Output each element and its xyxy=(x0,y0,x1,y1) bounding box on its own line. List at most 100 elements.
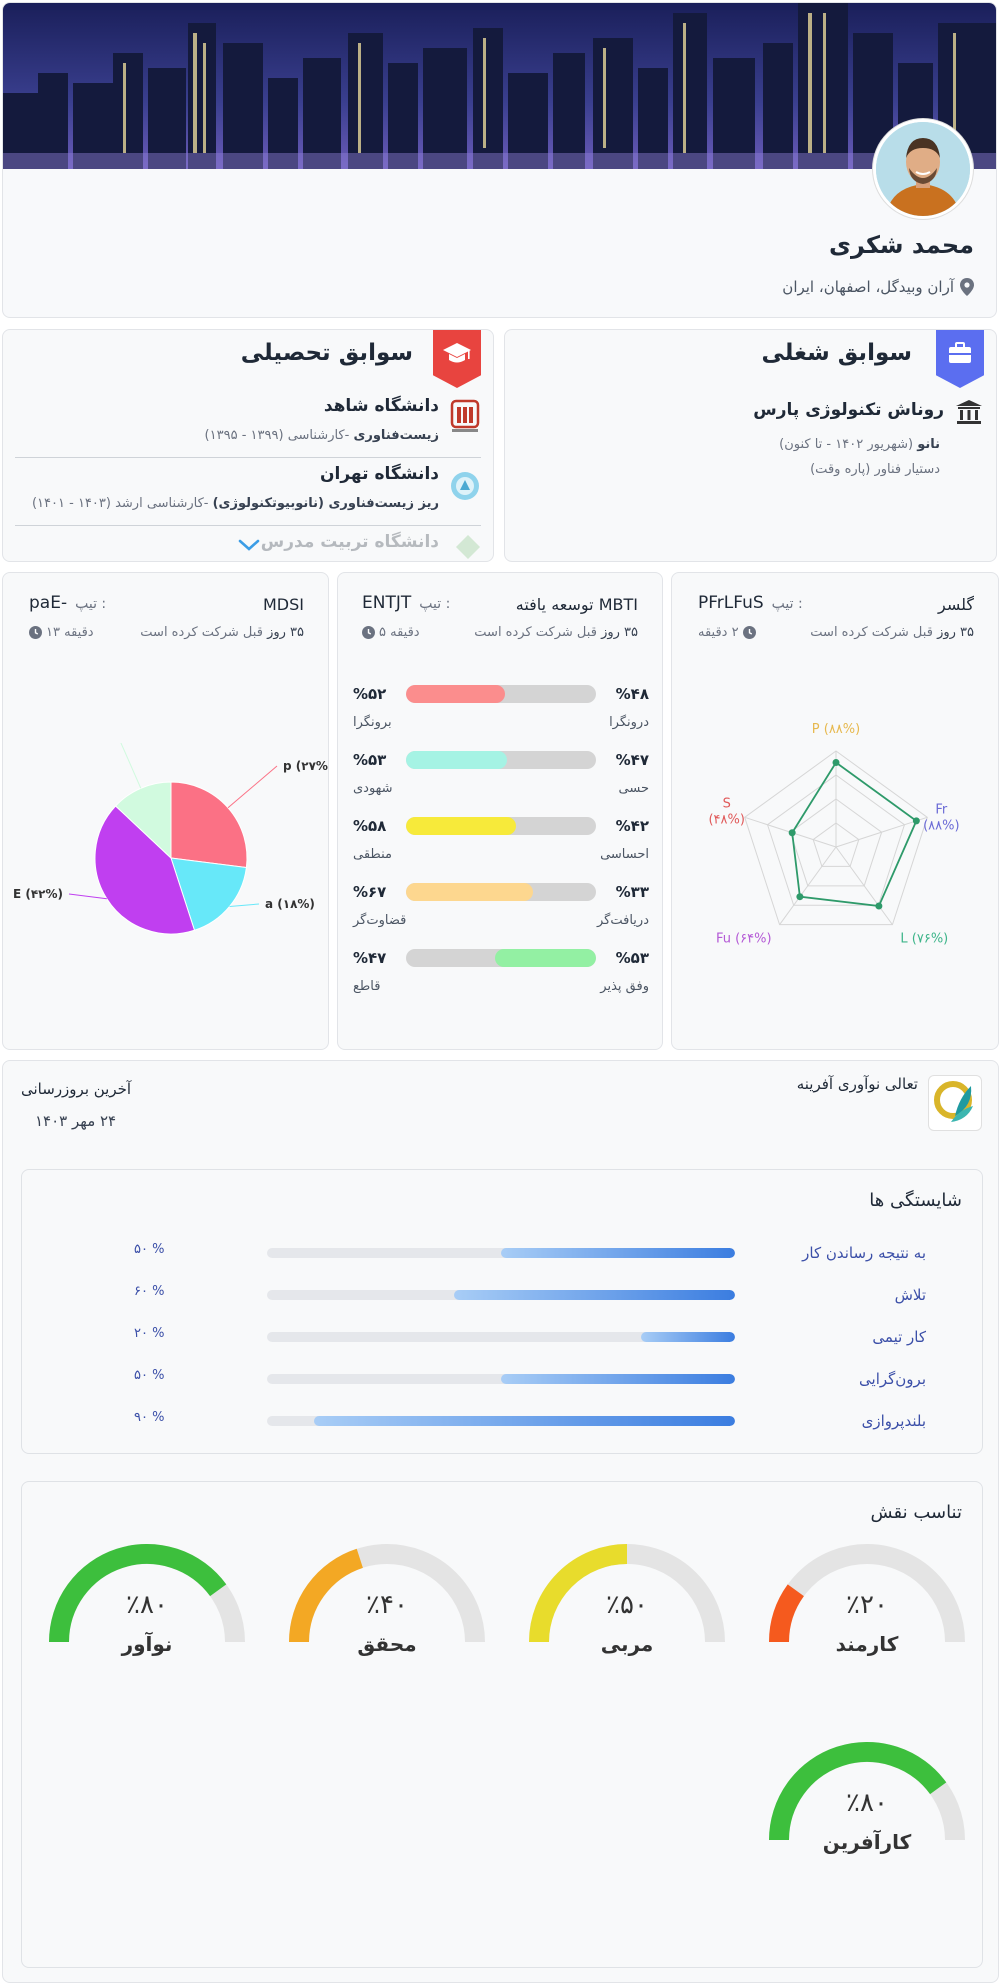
graduation-cap-icon xyxy=(443,343,471,363)
clock-icon xyxy=(29,626,42,639)
competency-bar-track xyxy=(267,1332,735,1342)
pie-leader-line xyxy=(68,893,107,900)
profile-name: محمد شکری xyxy=(829,231,974,259)
taken-days: ۳۵ روز xyxy=(937,625,974,640)
gauge-label: محقق xyxy=(357,1632,417,1656)
education-badge xyxy=(433,330,481,388)
mbti-left-pct: %۵۳ xyxy=(353,751,387,769)
competency-row: بلندپروازی ۹۰ % xyxy=(22,1408,984,1438)
pie-slice xyxy=(114,781,172,860)
mbti-row: %۳۳ %۶۷ دریافت‌گر قضاوت‌گر xyxy=(338,883,662,943)
radar-axis-value: (۶۴%) xyxy=(735,932,771,947)
gauge-percent: ٪۲۰ xyxy=(846,1590,888,1620)
gauge-fill xyxy=(769,1742,947,1841)
education-item: دانشگاه شاهد زیست‌فناوری -کارشناسی (۱۳۹۹… xyxy=(15,392,481,458)
test-duration: ۲ دقیقه xyxy=(698,625,756,640)
mbti-bar-fill xyxy=(406,883,534,901)
work-field: نانو xyxy=(917,437,940,452)
work-field-period: نانو (شهریور ۱۴۰۲ - تا کنون) xyxy=(779,437,940,452)
work-company: روناش تکنولوژی پارس xyxy=(753,400,944,420)
test-name: گلسر xyxy=(937,595,974,614)
location-text: آران وبیدگل، اصفهان، ایران xyxy=(782,278,954,296)
taken-days: ۳۵ روز xyxy=(601,625,638,640)
location-pin-icon xyxy=(960,278,974,296)
gauge-fill xyxy=(49,1544,227,1643)
gauge-percent: ٪۸۰ xyxy=(846,1788,888,1818)
role-gauges: ٪۲۰ کارمند ٪۵۰ مربی ٪۴۰ محقق ٪۸۰ نوآور ٪۸۰ کارآفر… xyxy=(22,1482,984,1969)
mbti-bar-fill xyxy=(406,685,505,703)
role-fit-panel: تناسب نقش ٪۲۰ کارمند ٪۵۰ مربی ٪۴۰ محقق ٪۸۰ نوآو… xyxy=(21,1481,983,1968)
gauge-arc xyxy=(769,1742,965,1841)
shahed-university-logo-icon xyxy=(450,399,480,432)
pie-slice-label: p (۲۷%) xyxy=(283,759,329,773)
test-taken: ۳۵ روز قبل شرکت کرده است xyxy=(140,625,304,640)
role-fit-title: تناسب نقش xyxy=(870,1502,962,1523)
competency-bar-track xyxy=(267,1374,735,1384)
competency-bar-track xyxy=(267,1290,735,1300)
education-university: دانشگاه شاهد xyxy=(323,396,439,416)
mbti-row: %۴۷ %۵۳ حسی شهودی xyxy=(338,751,662,811)
education-title: سوابق تحصیلی xyxy=(240,340,413,366)
mbti-bar-fill xyxy=(406,751,507,769)
competency-row: برون‌گرایی ۵۰ % xyxy=(22,1366,984,1396)
competency-row: به نتیجه رساندن کار ۵۰ % xyxy=(22,1240,984,1270)
company-results-card: تعالی نوآوری آفرینه آخرین بروزرسانی ۲۴ م… xyxy=(2,1060,999,1983)
pie-slice-label: E (۴۲%) xyxy=(13,887,63,901)
radar-point xyxy=(788,829,796,837)
mbti-bar-track xyxy=(406,817,596,835)
mbti-bar-fill xyxy=(495,949,596,967)
role-gauge: ٪۲۰ کارمند xyxy=(767,1542,967,1692)
mbti-bar-track xyxy=(406,883,596,901)
competency-label: تلاش xyxy=(894,1286,926,1304)
mbti-row: %۴۸ %۵۲ درونگرا برونگرا xyxy=(338,685,662,745)
taken-days: ۳۵ روز xyxy=(267,625,304,640)
test-duration: ۵ دقیقه xyxy=(362,625,420,640)
radar-axis-name: L xyxy=(900,932,911,947)
competency-label: برون‌گرایی xyxy=(859,1370,926,1388)
education-period: (۱۳۹۹ - ۱۳۹۵) xyxy=(204,428,284,443)
competency-bar-fill xyxy=(501,1374,735,1384)
competency-percent: ۹۰ % xyxy=(134,1410,165,1425)
competencies-title: شایستگی ها xyxy=(869,1190,962,1211)
radar-grid-ring xyxy=(766,774,906,906)
taken-text: قبل شرکت کرده است xyxy=(140,625,263,640)
radar-spoke xyxy=(779,846,837,925)
education-degree: -کارشناسی xyxy=(287,428,350,443)
type-label: تیپ : xyxy=(419,596,451,612)
competency-bar-fill xyxy=(313,1416,735,1426)
radar-axis-name: P xyxy=(812,723,824,737)
radar-point xyxy=(832,759,840,767)
test-name: MBTI توسعه یافته xyxy=(515,595,638,614)
competency-rows: به نتیجه رساندن کار ۵۰ % تلاش ۶۰ % کار تیمی ۲… xyxy=(22,1240,984,1440)
mbti-left-label: برونگرا xyxy=(353,715,392,730)
competency-row: کار تیمی ۲۰ % xyxy=(22,1324,984,1354)
competency-percent: ۵۰ % xyxy=(134,1368,165,1383)
competency-label: به نتیجه رساندن کار xyxy=(802,1244,926,1262)
clock-icon xyxy=(742,626,756,639)
radar-axis-label: Fu (۶۴%) xyxy=(716,932,772,947)
pie-slice-label: a (۱۸%) xyxy=(265,897,315,911)
competency-row: تلاش ۶۰ % xyxy=(22,1282,984,1312)
mbti-left-pct: %۵۸ xyxy=(353,817,387,835)
radar-grid-ring xyxy=(744,750,928,926)
mbti-left-label: منطقی xyxy=(353,847,392,862)
gauge-percent: ٪۴۰ xyxy=(366,1590,408,1620)
pie-leader-line xyxy=(120,743,142,789)
tehran-university-logo-icon xyxy=(451,472,479,500)
competency-percent: ۶۰ % xyxy=(134,1284,165,1299)
education-item-faded: دانشگاه تربیت مدرس xyxy=(15,528,481,561)
expand-education-button[interactable] xyxy=(237,537,261,555)
gauge-fill xyxy=(769,1584,805,1643)
mbti-right-label: دریافت‌گر xyxy=(597,913,649,928)
education-university: دانشگاه تهران xyxy=(320,464,439,484)
gauge-label: نوآور xyxy=(121,1632,173,1656)
mbti-right-pct: %۴۷ xyxy=(615,751,649,769)
gauge-label: کارمند xyxy=(835,1632,899,1656)
competency-bar-track xyxy=(267,1416,735,1426)
work-history-card: سوابق شغلی روناش تکنولوژی پارس نانو (شهر… xyxy=(504,329,997,562)
education-field: ریز زیست‌فناوری (نانوبیوتکنولوژی) xyxy=(212,496,439,511)
competency-percent: ۵۰ % xyxy=(134,1242,165,1257)
duration-text: ۵ دقیقه xyxy=(379,625,420,640)
type-value: paE- xyxy=(29,593,68,613)
mbti-row: %۵۳ %۴۷ وفق پذیر قاطع xyxy=(338,949,662,1009)
